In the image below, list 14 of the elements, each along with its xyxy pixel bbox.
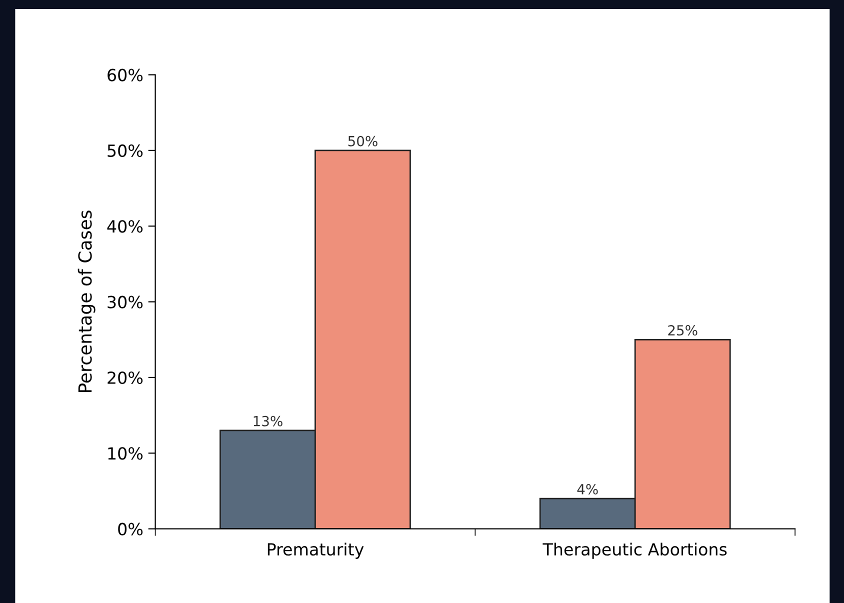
y-tick-label: 30% (108, 296, 143, 308)
data-label: 25% (668, 325, 698, 336)
y-tick-label: 40% (107, 220, 143, 233)
x-tick-label: Therapeutic Abortions (542, 542, 727, 559)
y-tick-label: 60% (108, 68, 143, 82)
y-tick-label: 10% (108, 447, 143, 460)
y-tick-label: 50% (108, 144, 143, 158)
data-label: 4% (577, 484, 598, 494)
data-label: 50% (348, 136, 378, 146)
data-label: 13% (254, 416, 282, 426)
y-axis-title: Percentage of Cases (78, 210, 96, 392)
x-tick-label: Prematurity (268, 542, 364, 559)
y-tick-label: 20% (108, 371, 143, 384)
y-tick-label: 0% (118, 522, 143, 536)
